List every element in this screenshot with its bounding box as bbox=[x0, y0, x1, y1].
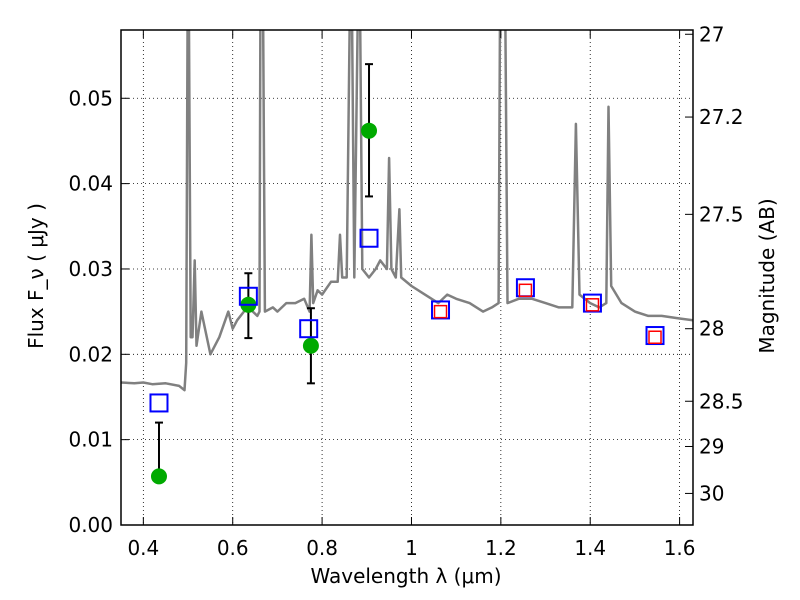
right-axis-label: Magnitude (AB) bbox=[755, 198, 779, 353]
plot-frame bbox=[120, 29, 694, 526]
photometry-point bbox=[361, 122, 378, 139]
ticks: 0.4 0.6 0.8 1 1.2 1.4 1.6 0.00 0.01 0.02 0.03 0.04 0… bbox=[68, 22, 743, 560]
right-tick-label: 28.5 bbox=[699, 389, 744, 413]
y-tick-label: 0.05 bbox=[68, 86, 113, 110]
x-tick-label: 0.4 bbox=[127, 536, 159, 560]
photometry-point bbox=[150, 468, 167, 485]
right-tick-label: 29 bbox=[699, 434, 724, 458]
model-square-small bbox=[585, 298, 600, 312]
x-tick-label: 1 bbox=[405, 536, 418, 560]
y-tick-label: 0.04 bbox=[68, 172, 113, 196]
right-tick-label: 30 bbox=[699, 481, 724, 505]
y-axis-label: Flux F_ν ( μJy ) bbox=[24, 203, 48, 349]
model-square-small bbox=[433, 304, 448, 319]
y-tick-label: 0.01 bbox=[68, 428, 113, 452]
x-tick-label: 0.6 bbox=[217, 536, 249, 560]
model-square-small bbox=[518, 283, 533, 298]
x-tick-label: 1.6 bbox=[664, 536, 696, 560]
model-square-small bbox=[648, 330, 662, 344]
x-axis-label: Wavelength λ (μm) bbox=[310, 564, 501, 588]
right-tick-label: 28 bbox=[699, 317, 724, 341]
photometry-point bbox=[302, 337, 319, 354]
right-tick-label: 27.2 bbox=[699, 105, 744, 129]
spectrum-line bbox=[121, 30, 693, 392]
model-square bbox=[645, 326, 665, 346]
model-square bbox=[582, 293, 602, 313]
right-tick-label: 27.5 bbox=[699, 202, 744, 226]
x-tick-label: 1.2 bbox=[485, 536, 517, 560]
x-tick-label: 0.8 bbox=[306, 536, 338, 560]
y-tick-label: 0.03 bbox=[68, 257, 113, 281]
x-tick-label: 1.4 bbox=[574, 536, 606, 560]
right-tick-label: 27 bbox=[699, 22, 724, 46]
model-square bbox=[149, 393, 169, 413]
model-square bbox=[238, 286, 258, 306]
error-bars bbox=[149, 63, 665, 485]
model-square bbox=[299, 319, 319, 339]
model-square bbox=[431, 300, 451, 320]
model-square bbox=[359, 228, 379, 248]
y-tick-label: 0.02 bbox=[68, 342, 113, 366]
y-tick-label: 0.00 bbox=[68, 513, 113, 537]
plot-area bbox=[121, 30, 693, 392]
